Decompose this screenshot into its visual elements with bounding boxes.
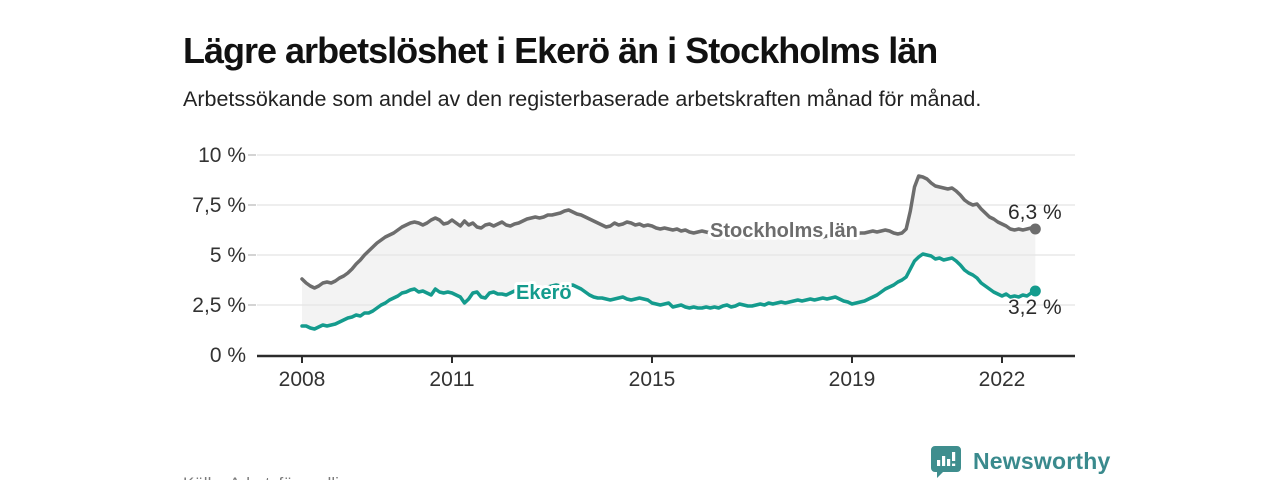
y-tick-label-10: 10 %	[198, 144, 246, 167]
end-value-label-stockholms-lan: 6,3 %	[1008, 201, 1062, 224]
page-title: Lägre arbetslöshet i Ekerö än i Stockhol…	[183, 30, 938, 72]
series-label-stockholms-lan: Stockholms län	[710, 220, 858, 242]
newsworthy-logo-icon	[931, 446, 961, 478]
end-value-label-ekero: 3,2 %	[1008, 296, 1062, 319]
series-label-ekero: Ekerö	[516, 282, 572, 304]
x-tick-label-2015: 2015	[629, 368, 676, 391]
y-tick-label-5: 5 %	[210, 244, 246, 267]
newsworthy-logo-text: Newsworthy	[973, 447, 1111, 474]
plot-area	[248, 154, 1075, 363]
y-tick-label-2-5: 2,5 %	[192, 294, 246, 317]
source-note: Källa: Arbetsförmedlingen	[183, 474, 377, 480]
y-tick-label-7-5: 7,5 %	[192, 194, 246, 217]
x-tick-label-2008: 2008	[279, 368, 326, 391]
x-tick-label-2022: 2022	[979, 368, 1026, 391]
chart-subtitle: Arbetssökande som andel av den registerb…	[183, 86, 982, 111]
x-tick-label-2019: 2019	[829, 368, 876, 391]
y-tick-label-0: 0 %	[210, 344, 246, 367]
x-tick-label-2011: 2011	[429, 368, 474, 391]
newsworthy-brand: Newsworthy	[929, 443, 1110, 479]
